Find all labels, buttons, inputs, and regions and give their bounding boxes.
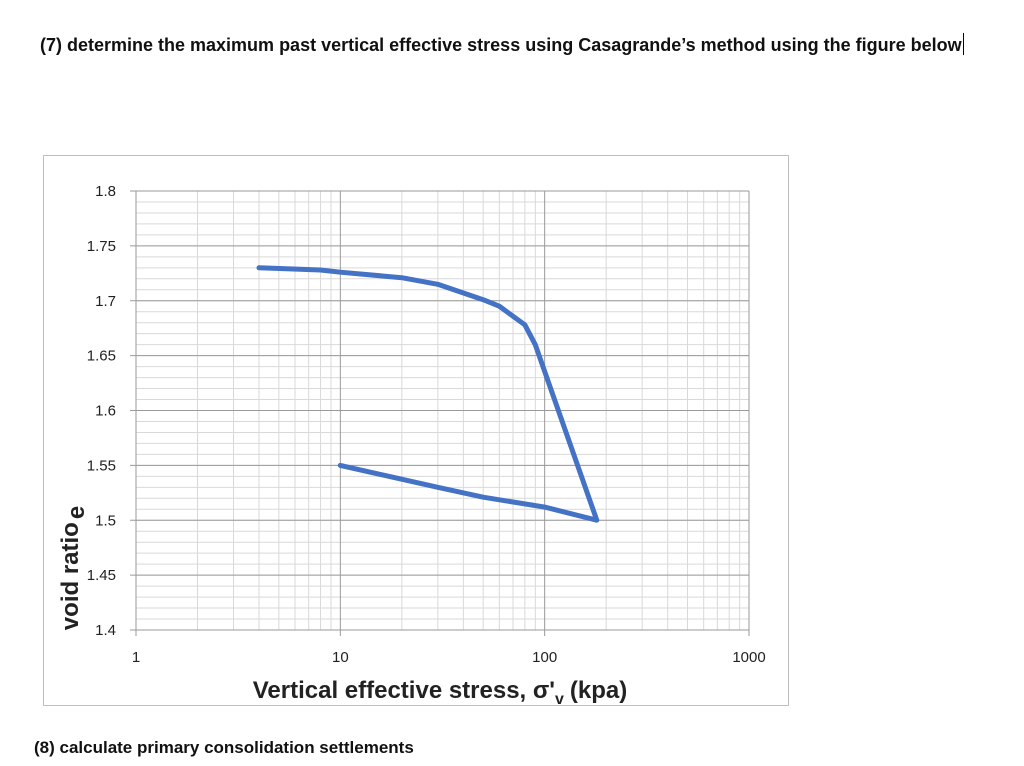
y-axis-title-main: void ratio: [57, 522, 84, 630]
x-tick-label: 10: [332, 649, 349, 666]
e-log-p-curve: [256, 265, 600, 523]
y-tick-label: 1.5: [95, 512, 116, 529]
x-tick-labels: 1 10 100 1000: [132, 649, 766, 666]
y-tick-label: 1.7: [95, 293, 116, 310]
void-ratio-chart: 1 10 100 1000 1.41.451.51.551.61.651.71.751…: [57, 183, 766, 707]
x-tick-label: 1: [132, 649, 140, 666]
x-tick-label: 100: [532, 649, 557, 666]
x-axis-title: Vertical effective stress, σ'v (kpa): [253, 677, 628, 707]
x-axis-title-unit: (kpa): [570, 677, 627, 704]
y-tick-label: 1.55: [87, 457, 116, 474]
series-layer: [256, 265, 600, 523]
y-tick-label: 1.65: [87, 348, 116, 365]
question-7-text: (7) determine the maximum past vertical …: [40, 33, 964, 55]
x-axis-title-main: Vertical effective stress, σ': [253, 677, 555, 704]
y-tick-labels: 1.4 1.45 1.5 1.55 1.6 1.65 1.7 1.75 1.8: [87, 183, 116, 639]
y-tick-label: 1.75: [87, 238, 116, 255]
x-axis-title-sub: v: [555, 691, 564, 707]
question-8-text: (8) calculate primary consolidation sett…: [34, 738, 414, 757]
y-tick-label: 1.8: [95, 183, 116, 200]
x-tick-label: 1000: [732, 649, 765, 666]
y-axis-title: void ratio e: [57, 506, 90, 630]
y-tick-label: 1.4: [95, 622, 116, 639]
text-cursor: [962, 33, 964, 55]
y-tick-label: 1.45: [87, 567, 116, 584]
y-axis-title-sub: e: [63, 506, 90, 519]
y-tick-label: 1.6: [95, 403, 116, 420]
chart-area: 1 10 100 1000 1.4 1.45 1.5 1.55 1.6 1.65 1.7 1.75 1…: [43, 155, 789, 707]
grid-major: [130, 190, 750, 636]
